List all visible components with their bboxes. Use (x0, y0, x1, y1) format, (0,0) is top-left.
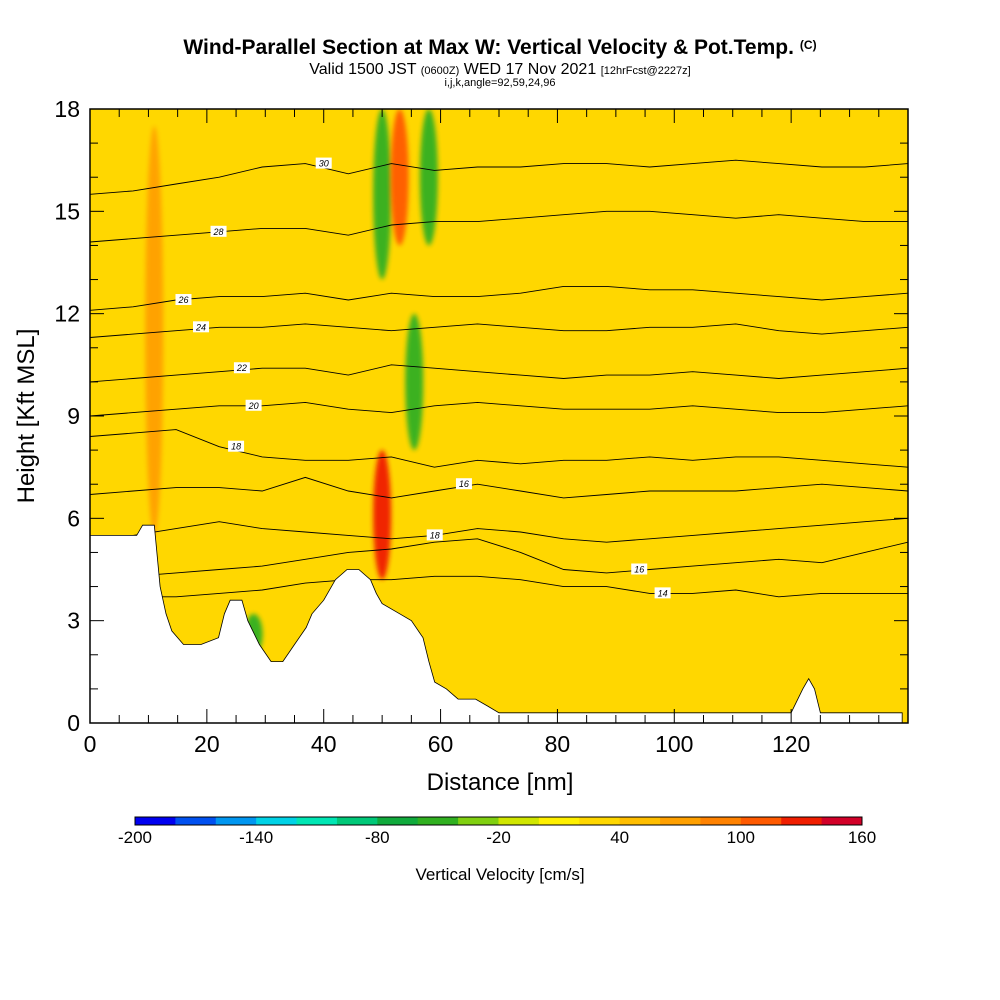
theta-contour-30 (90, 159, 908, 195)
contour-label-bg (426, 529, 443, 541)
theta-contour-24 (90, 323, 908, 338)
updraft-core (145, 126, 164, 536)
y-tick-label: 0 (67, 710, 80, 736)
contour-label-bg (193, 321, 210, 333)
contour-label-bg (233, 362, 250, 374)
y-tick-label: 6 (67, 505, 80, 531)
colorbar-tick-label: 160 (848, 828, 876, 847)
y-tick-label: 3 (67, 608, 80, 634)
colorbar: -200 -140 -80 -20 40 100 160 (118, 816, 876, 847)
subtitle-utc: (0600Z) (420, 65, 460, 77)
x-tick-label: 120 (772, 731, 810, 757)
updraft-core (373, 450, 392, 580)
x-axis-label: Distance [nm] (427, 769, 574, 796)
subtitle-date: WED 17 Nov 2021 (463, 61, 597, 78)
chart-title-main: Wind-Parallel Section at Max W: Vertical… (183, 36, 794, 59)
chart-title: Wind-Parallel Section at Max W: Vertical… (0, 36, 1000, 60)
colorbar-segment (377, 817, 419, 825)
colorbar-frame (134, 816, 863, 826)
colorbar-segment (579, 817, 621, 825)
contour-label-bg (315, 157, 332, 169)
contour-label: 18 (430, 530, 440, 540)
theta-contour-22 (90, 364, 908, 383)
theta-contour-18 (90, 517, 908, 547)
colorbar-segment (135, 817, 176, 825)
x-tick-label: 0 (84, 731, 97, 757)
colorbar-label: Vertical Velocity [cm/s] (415, 865, 584, 884)
contour-label: 20 (248, 401, 259, 411)
colorbar-tick-label: 100 (727, 828, 755, 847)
contour-label: 28 (213, 227, 224, 237)
theta-contour-16 (90, 476, 908, 499)
x-tick-label: 100 (655, 731, 693, 757)
y-tick-label: 18 (54, 96, 80, 122)
updraft-core (390, 109, 409, 246)
colorbar-tick-label: -200 (118, 828, 152, 847)
colorbar-segment (821, 817, 863, 825)
contour-label-bg (175, 294, 192, 306)
contour-label: 30 (319, 159, 329, 169)
x-tick-label: 20 (194, 731, 220, 757)
y-tick-label: 9 (67, 403, 80, 429)
contour-label-bg (228, 440, 245, 452)
y-tick-label: 12 (54, 301, 80, 327)
contour-label: 18 (231, 442, 241, 452)
colorbar-tick-label: -20 (486, 828, 511, 847)
x-tick-label: 60 (428, 731, 454, 757)
colorbar-segment (619, 817, 661, 825)
plot-background (90, 109, 908, 723)
theta-contour-26 (90, 285, 908, 311)
colorbar-segment (781, 817, 823, 825)
downdraft-core (405, 313, 424, 451)
colorbar-segment (256, 817, 298, 825)
contour-label: 16 (459, 479, 469, 489)
chart-title-units: (C) (799, 38, 817, 52)
contour-label: 26 (177, 295, 188, 305)
contour-label-bg (245, 399, 262, 411)
colorbar-tick-label: -80 (365, 828, 390, 847)
theta-contour-14 (90, 575, 908, 598)
contour-label: 22 (236, 363, 247, 373)
contour-label-bg (210, 225, 227, 237)
theta-contours: 14 16 18 16 18 20 22 24 26 28 30 (90, 157, 908, 599)
x-tick-label: 40 (311, 731, 337, 757)
colorbar-segment (417, 817, 459, 825)
colorbar-segment (296, 817, 338, 825)
chart-subtitle: Valid 1500 JST (0600Z) WED 17 Nov 2021 [… (0, 61, 1000, 80)
subtitle-forecast: [12hrFcst@2227z] (600, 65, 691, 77)
axes: 0 20 40 60 80 100 120 0 3 6 9 12 15 18 (54, 96, 909, 757)
colorbar-segment (660, 817, 701, 825)
theta-contour-18 (90, 429, 908, 468)
downdraft-core (419, 109, 438, 246)
colorbar-tick-label: 40 (610, 828, 629, 847)
theta-contour-20 (90, 401, 908, 417)
y-tick-label: 15 (54, 198, 80, 224)
downdraft-core (373, 109, 392, 280)
colorbar-segment (700, 817, 742, 825)
colorbar-segment (740, 817, 782, 825)
x-tick-label: 80 (545, 731, 571, 757)
colorbar-segment (498, 817, 540, 825)
contour-label: 24 (195, 322, 206, 332)
contour-label: 14 (658, 588, 668, 598)
contour-label-bg (455, 478, 472, 490)
velocity-field (145, 109, 438, 655)
contour-label-bg (654, 587, 671, 599)
theta-contour-16 (90, 538, 908, 577)
colorbar-tick-label: -140 (239, 828, 273, 847)
colorbar-segment (458, 817, 499, 825)
colorbar-segment (336, 817, 378, 825)
colorbar-segment (175, 817, 217, 825)
contour-label-bg (631, 563, 648, 575)
contour-label: 16 (634, 565, 644, 575)
chart-indices: i,j,k,angle=92,59,24,96 (444, 77, 556, 89)
terrain-mask (89, 524, 903, 724)
colorbar-segment (538, 817, 580, 825)
colorbar-segment (215, 817, 257, 825)
subtitle-valid: Valid 1500 JST (309, 61, 417, 78)
y-axis-label: Height [Kft MSL] (13, 329, 40, 504)
